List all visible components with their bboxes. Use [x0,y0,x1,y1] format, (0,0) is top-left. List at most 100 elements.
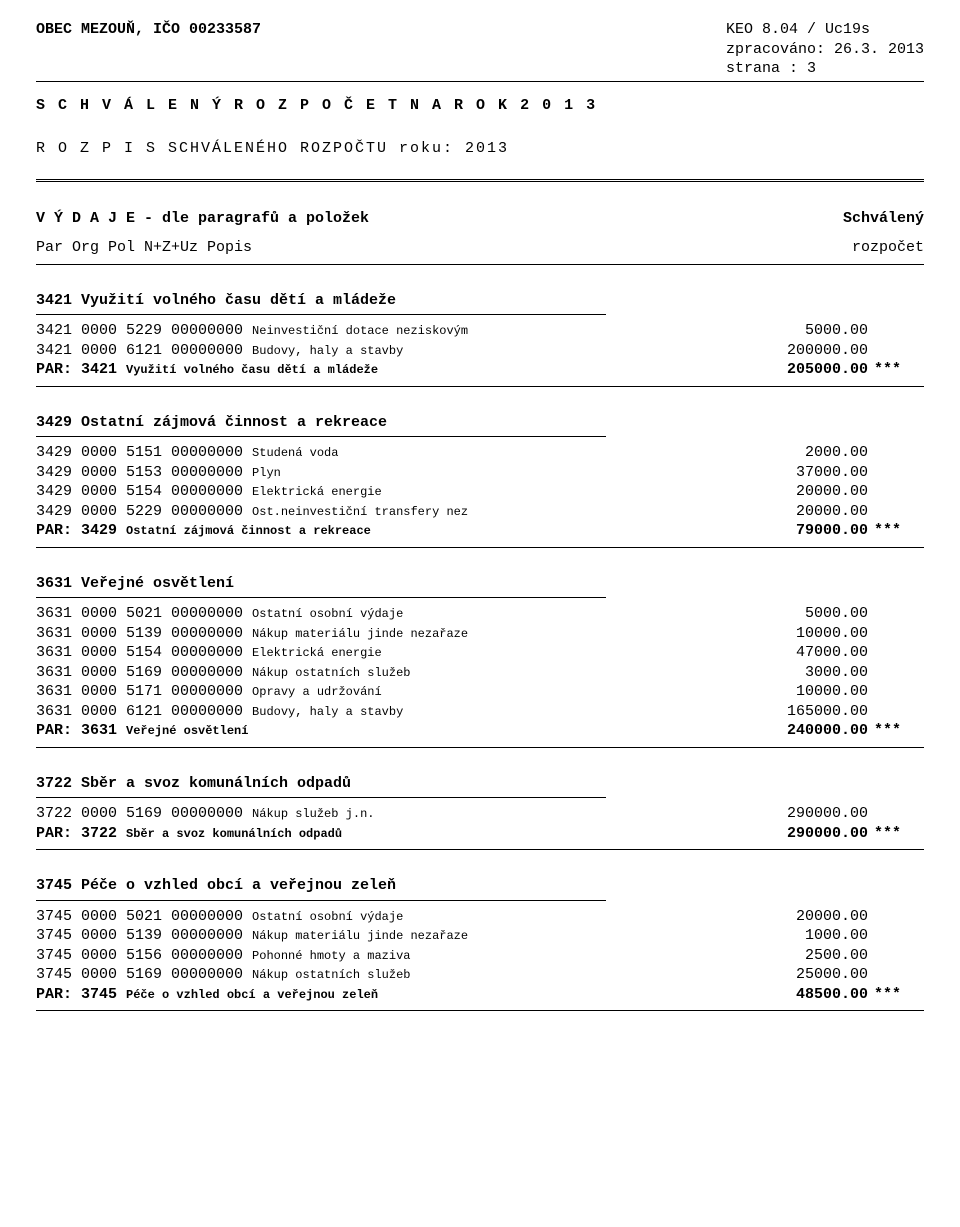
row-stars [868,663,924,683]
row-stars [868,682,924,702]
row-amount: 25000.00 [698,965,868,985]
table-row: 3421 0000 6121 00000000 Budovy, haly a s… [36,341,924,361]
column-header: V Ý D A J E - dle paragrafů a položek Sc… [36,209,924,229]
row-codes: 3631 0000 5139 00000000 [36,625,252,642]
row-amount: 2000.00 [698,443,868,463]
section-total-row: PAR: 3631 Veřejné osvětlení240000.00*** [36,721,924,741]
row-left: 3631 0000 5169 00000000 Nákup ostatních … [36,663,698,683]
total-label: PAR: 3429 [36,522,126,539]
total-amount: 79000.00 [698,521,868,541]
table-row: 3631 0000 5139 00000000 Nákup materiálu … [36,624,924,644]
row-left: 3745 0000 5169 00000000 Nákup ostatních … [36,965,698,985]
section-end-rule [36,849,924,850]
row-left: 3745 0000 5139 00000000 Nákup materiálu … [36,926,698,946]
row-amount: 3000.00 [698,663,868,683]
row-amount: 5000.00 [698,604,868,624]
total-amount: 290000.00 [698,824,868,844]
row-left: 3429 0000 5153 00000000 Plyn [36,463,698,483]
total-label: PAR: 3631 [36,722,126,739]
table-row: 3631 0000 6121 00000000 Budovy, haly a s… [36,702,924,722]
section-title: 3722 Sběr a svoz komunálních odpadů [36,774,924,794]
row-amount: 200000.00 [698,341,868,361]
row-desc: Opravy a udržování [252,685,382,699]
row-left: 3421 0000 6121 00000000 Budovy, haly a s… [36,341,698,361]
section-total-row: PAR: 3429 Ostatní zájmová činnost a rekr… [36,521,924,541]
table-row: 3631 0000 5169 00000000 Nákup ostatních … [36,663,924,683]
column-header-2: Par Org Pol N+Z+Uz Popis rozpočet [36,238,924,258]
row-desc: Nákup ostatních služeb [252,666,410,680]
row-desc: Ostatní osobní výdaje [252,910,403,924]
total-desc: Využití volného času dětí a mládeže [126,363,378,377]
row-stars [868,443,924,463]
row-desc: Studená voda [252,446,338,460]
row-codes: 3631 0000 5154 00000000 [36,644,252,661]
table-row: 3429 0000 5153 00000000 Plyn37000.00 [36,463,924,483]
total-left: PAR: 3745 Péče o vzhled obcí a veřejnou … [36,985,698,1005]
row-amount: 20000.00 [698,907,868,927]
row-left: 3429 0000 5154 00000000 Elektrická energ… [36,482,698,502]
row-amount: 1000.00 [698,926,868,946]
total-label: PAR: 3421 [36,361,126,378]
table-row: 3421 0000 5229 00000000 Neinvestiční dot… [36,321,924,341]
section-total-row: PAR: 3421 Využití volného času dětí a ml… [36,360,924,380]
table-row: 3745 0000 5021 00000000 Ostatní osobní v… [36,907,924,927]
row-codes: 3421 0000 5229 00000000 [36,322,252,339]
row-left: 3429 0000 5229 00000000 Ost.neinvestiční… [36,502,698,522]
row-desc: Nákup materiálu jinde nezařaze [252,627,468,641]
row-stars [868,341,924,361]
section-title: 3421 Využití volného času dětí a mládeže [36,291,924,311]
total-stars: *** [868,985,924,1005]
section-title: 3429 Ostatní zájmová činnost a rekreace [36,413,924,433]
table-row: 3631 0000 5171 00000000 Opravy a udržová… [36,682,924,702]
row-left: 3722 0000 5169 00000000 Nákup služeb j.n… [36,804,698,824]
total-left: PAR: 3722 Sběr a svoz komunálních odpadů [36,824,698,844]
processed-line: zpracováno: 26.3. 2013 [726,40,924,60]
row-amount: 47000.00 [698,643,868,663]
row-codes: 3429 0000 5229 00000000 [36,503,252,520]
row-stars [868,482,924,502]
row-stars [868,463,924,483]
row-desc: Budovy, haly a stavby [252,344,403,358]
total-amount: 48500.00 [698,985,868,1005]
header-meta: KEO 8.04 / Uc19s zpracováno: 26.3. 2013 … [726,20,924,79]
row-amount: 20000.00 [698,482,868,502]
section-title: 3631 Veřejné osvětlení [36,574,924,594]
table-row: 3631 0000 5021 00000000 Ostatní osobní v… [36,604,924,624]
section-short-rule [36,597,606,598]
total-stars: *** [868,360,924,380]
row-left: 3745 0000 5156 00000000 Pohonné hmoty a … [36,946,698,966]
row-left: 3631 0000 5021 00000000 Ostatní osobní v… [36,604,698,624]
row-stars [868,624,924,644]
section-total-row: PAR: 3745 Péče o vzhled obcí a veřejnou … [36,985,924,1005]
row-codes: 3745 0000 5169 00000000 [36,966,252,983]
row-amount: 290000.00 [698,804,868,824]
total-amount: 205000.00 [698,360,868,380]
table-row: 3631 0000 5154 00000000 Elektrická energ… [36,643,924,663]
row-stars [868,946,924,966]
row-codes: 3631 0000 6121 00000000 [36,703,252,720]
table-row: 3429 0000 5154 00000000 Elektrická energ… [36,482,924,502]
total-left: PAR: 3631 Veřejné osvětlení [36,721,698,741]
total-left: PAR: 3429 Ostatní zájmová činnost a rekr… [36,521,698,541]
row-amount: 5000.00 [698,321,868,341]
document-title: S C H V Á L E N Ý R O Z P O Č E T N A R … [36,96,924,116]
col-header-left-2: Par Org Pol N+Z+Uz Popis [36,238,252,258]
row-stars [868,321,924,341]
row-desc: Nákup ostatních služeb [252,968,410,982]
total-stars: *** [868,721,924,741]
table-row: 3722 0000 5169 00000000 Nákup služeb j.n… [36,804,924,824]
row-desc: Neinvestiční dotace neziskovým [252,324,468,338]
row-codes: 3429 0000 5154 00000000 [36,483,252,500]
section-short-rule [36,436,606,437]
row-stars [868,965,924,985]
col-header-right-2: rozpočet [852,238,924,258]
row-desc: Ost.neinvestiční transfery nez [252,505,468,519]
section-end-rule [36,747,924,748]
col-header-rule [36,264,924,265]
page-line: strana : 3 [726,59,924,79]
row-codes: 3745 0000 5139 00000000 [36,927,252,944]
row-codes: 3421 0000 6121 00000000 [36,342,252,359]
row-left: 3429 0000 5151 00000000 Studená voda [36,443,698,463]
section-end-rule [36,547,924,548]
row-stars [868,702,924,722]
